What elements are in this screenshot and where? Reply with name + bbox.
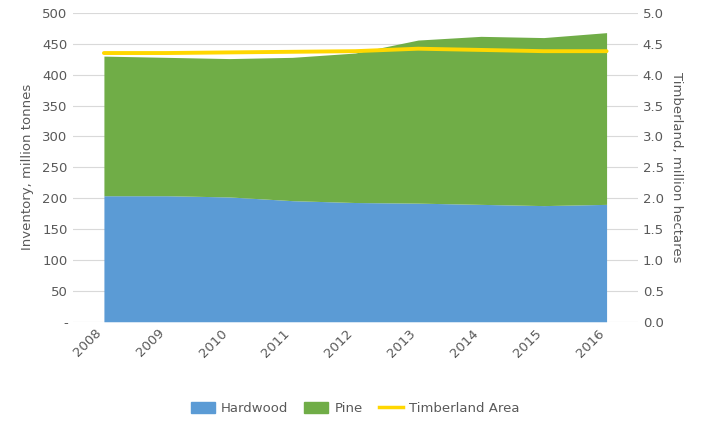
Y-axis label: Inventory, million tonnes: Inventory, million tonnes xyxy=(21,84,34,251)
Y-axis label: Timberland, million hectares: Timberland, million hectares xyxy=(671,72,684,263)
Legend: Hardwood, Pine, Timberland Area: Hardwood, Pine, Timberland Area xyxy=(186,396,525,420)
